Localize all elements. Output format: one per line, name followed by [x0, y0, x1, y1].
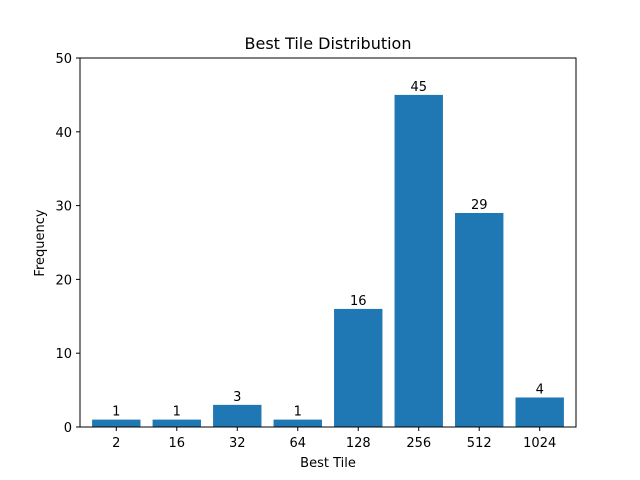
y-tick-label-30: 30 [55, 200, 72, 215]
data-label-32: 3 [233, 390, 241, 405]
y-axis: 0 10 20 30 40 50 [55, 52, 80, 436]
plot-frame [79, 57, 577, 428]
x-tick-label-128: 128 [346, 436, 371, 451]
y-tick-label-10: 10 [55, 347, 72, 362]
data-label-16: 1 [173, 405, 181, 420]
bar-64 [273, 419, 322, 427]
bar-1024 [515, 397, 564, 427]
x-tick-label-64: 64 [289, 436, 306, 451]
data-label-256: 45 [410, 80, 427, 95]
bar-128 [334, 308, 383, 427]
y-tick-label-40: 40 [55, 126, 72, 141]
x-tick-label-512: 512 [467, 436, 492, 451]
x-tick-label-32: 32 [229, 436, 246, 451]
bar-2 [92, 419, 141, 427]
y-tick-label-20: 20 [55, 273, 72, 288]
x-axis: 2 16 32 64 128 256 512 1024 [112, 427, 556, 451]
bars-group [92, 94, 564, 428]
y-axis-label: Frequency [33, 209, 48, 276]
y-tick-label-0: 0 [64, 421, 72, 436]
bar-512 [455, 212, 504, 427]
data-label-128: 16 [350, 294, 367, 309]
bar-256 [394, 94, 443, 428]
data-label-2: 1 [112, 405, 120, 420]
data-label-512: 29 [471, 198, 488, 213]
x-axis-label: Best Tile [300, 456, 356, 471]
x-tick-label-1024: 1024 [523, 436, 556, 451]
chart-title: Best Tile Distribution [245, 34, 412, 53]
data-label-64: 1 [294, 405, 302, 420]
x-tick-label-256: 256 [406, 436, 431, 451]
x-tick-label-2: 2 [112, 436, 120, 451]
y-tick-label-50: 50 [55, 52, 72, 67]
bar-32 [213, 404, 262, 427]
bar-16 [152, 419, 201, 427]
x-tick-label-16: 16 [169, 436, 186, 451]
data-labels-group: 1 1 3 1 16 45 29 4 [112, 80, 544, 420]
data-label-1024: 4 [536, 382, 544, 397]
